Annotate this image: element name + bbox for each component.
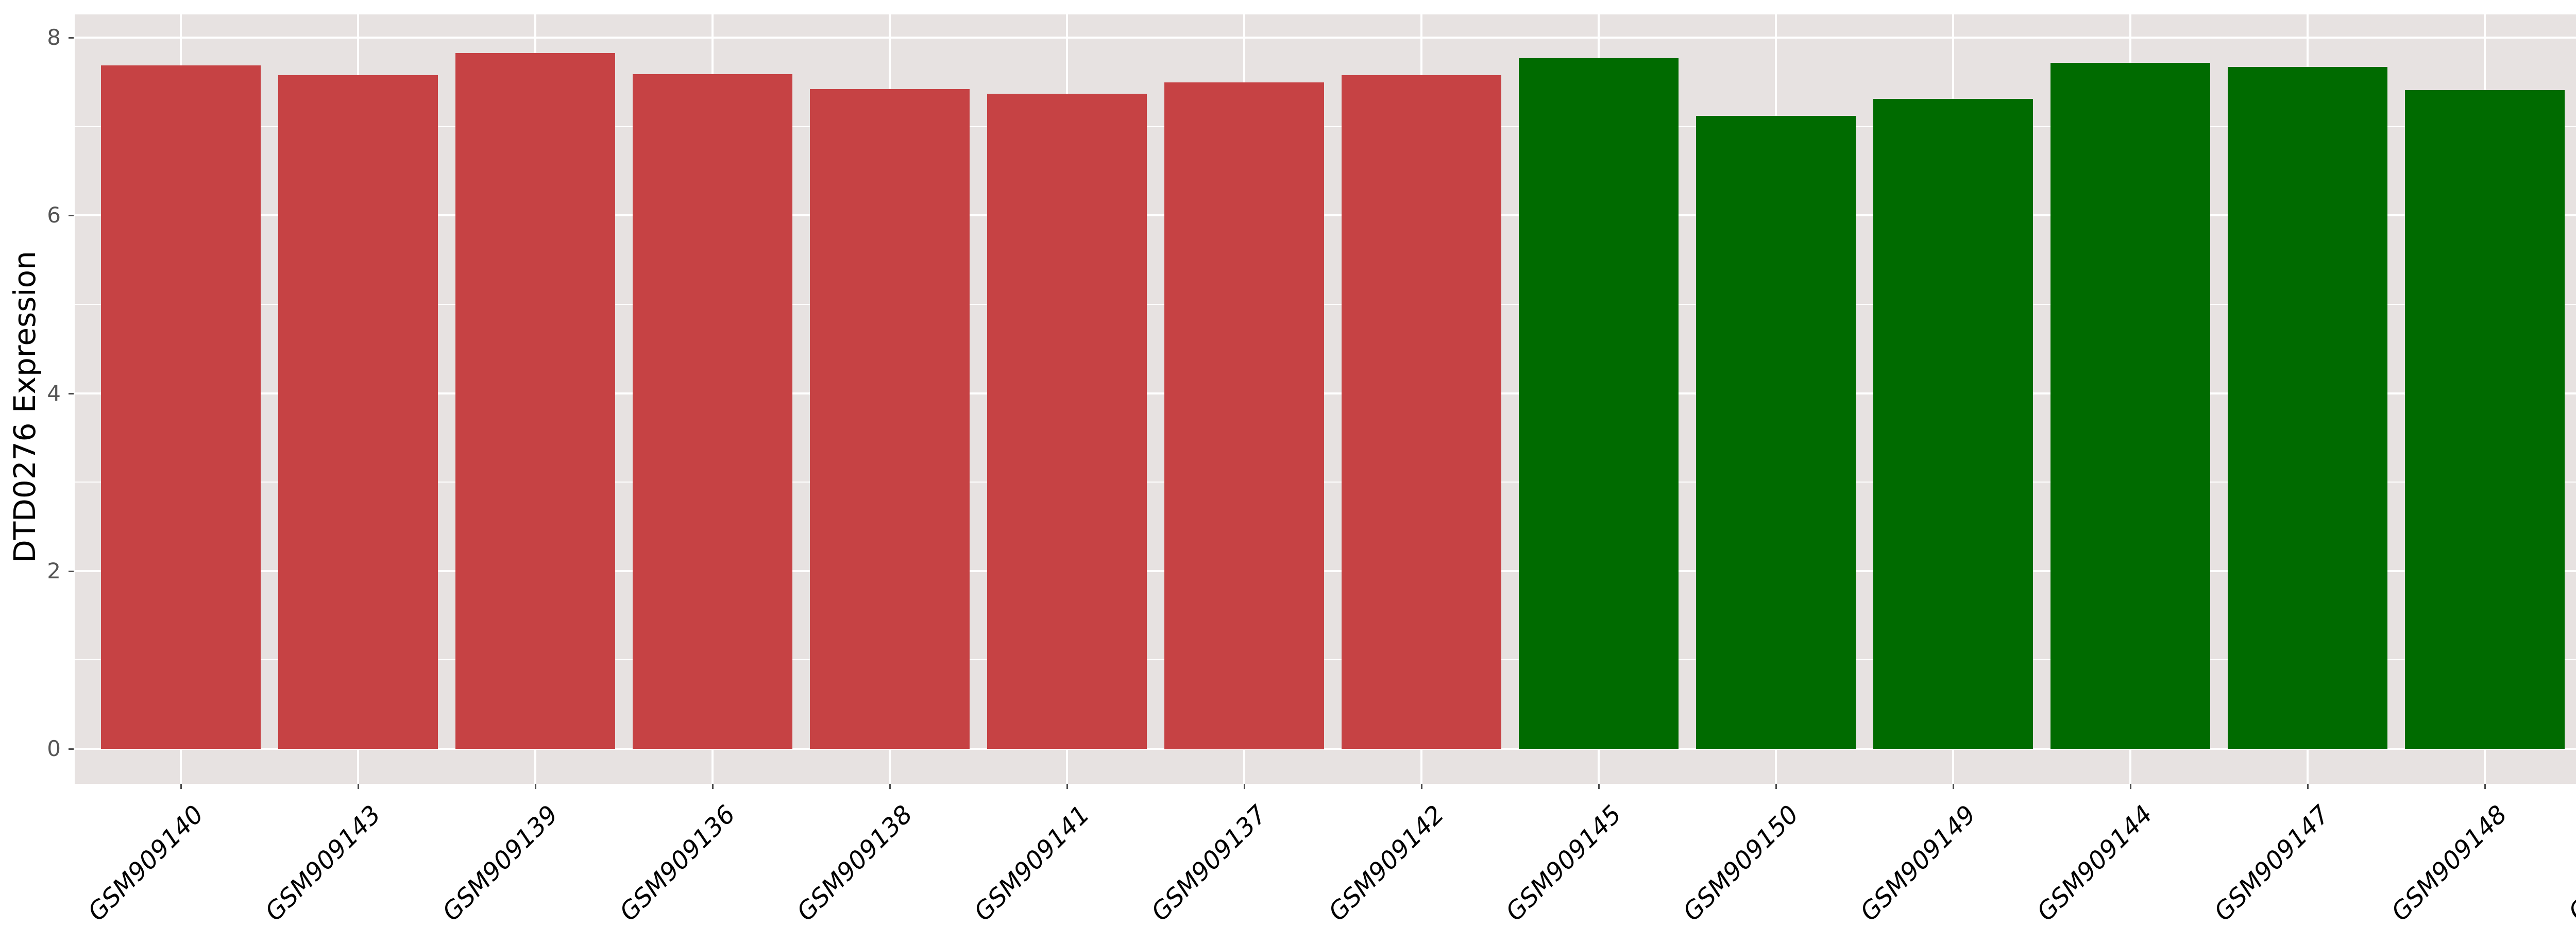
y-tick-mark-6 (69, 215, 74, 217)
x-tick-label-GSM909145: GSM909145 (1500, 800, 1627, 927)
x-tick-label-GSM909137: GSM909137 (1145, 800, 1273, 927)
gridline-minor-y-5 (75, 304, 2576, 305)
x-tick-mark-GSM909147 (2307, 784, 2309, 789)
x-tick-mark-GSM909145 (1598, 784, 1600, 789)
x-tick-label-GSM909138: GSM909138 (791, 800, 918, 927)
x-tick-label-GSM909139: GSM909139 (436, 800, 564, 927)
x-tick-label-GSM909144: GSM909144 (2031, 800, 2159, 927)
y-tick-label-8: 8 (47, 25, 61, 50)
y-tick-mark-8 (69, 37, 74, 39)
x-tick-mark-GSM909139 (535, 784, 537, 789)
x-tick-mark-GSM909150 (1775, 784, 1777, 789)
bar-GSM909147 (2228, 67, 2387, 749)
y-tick-label-2: 2 (47, 558, 61, 583)
y-tick-label-0: 0 (47, 736, 61, 761)
x-tick-mark-GSM909144 (2129, 784, 2131, 789)
x-tick-label-GSM909146: GSM909146 (2563, 800, 2576, 927)
gridline-y-8 (75, 37, 2576, 39)
bar-GSM909150 (1696, 116, 1856, 749)
x-tick-label-GSM909140: GSM909140 (82, 800, 210, 927)
x-tick-label-GSM909147: GSM909147 (2209, 800, 2336, 927)
gridline-minor-y-1 (75, 659, 2576, 661)
bar-GSM909140 (101, 65, 261, 749)
bar-GSM909141 (987, 94, 1147, 749)
y-axis-title: DTD0276 Expression (7, 251, 42, 563)
gridline-minor-y-3 (75, 482, 2576, 483)
gridline-minor-y-7 (75, 126, 2576, 127)
x-tick-label-GSM909148: GSM909148 (2386, 800, 2513, 927)
plot-panel (75, 14, 2576, 784)
x-tick-label-GSM909136: GSM909136 (614, 800, 741, 927)
y-tick-mark-4 (69, 392, 74, 394)
x-tick-label-GSM909143: GSM909143 (259, 800, 387, 927)
x-tick-label-GSM909142: GSM909142 (1323, 800, 1450, 927)
x-tick-mark-GSM909137 (1244, 784, 1246, 789)
gridline-y-0 (75, 748, 2576, 750)
y-tick-label-4: 4 (47, 380, 61, 406)
bar-GSM909145 (1519, 58, 1679, 749)
x-tick-mark-GSM909140 (180, 784, 182, 789)
bar-GSM909148 (2405, 90, 2565, 749)
x-tick-mark-GSM909141 (1066, 784, 1069, 789)
bar-GSM909137 (1164, 82, 1324, 749)
y-tick-label-6: 6 (47, 202, 61, 228)
x-tick-mark-GSM909136 (712, 784, 714, 789)
gridline-y-4 (75, 392, 2576, 394)
y-tick-mark-2 (69, 570, 74, 572)
x-tick-mark-GSM909138 (889, 784, 891, 789)
x-tick-mark-GSM909142 (1421, 784, 1422, 789)
x-tick-mark-GSM909149 (1952, 784, 1954, 789)
bar-GSM909143 (278, 75, 438, 749)
gridline-y-2 (75, 570, 2576, 572)
y-tick-mark-0 (69, 748, 74, 750)
gridline-y-6 (75, 214, 2576, 217)
x-tick-mark-GSM909143 (358, 784, 360, 789)
bar-GSM909142 (1342, 75, 1501, 749)
bar-GSM909138 (810, 89, 970, 749)
x-tick-label-GSM909141: GSM909141 (968, 800, 1095, 927)
x-tick-mark-GSM909148 (2484, 784, 2486, 789)
bar-GSM909136 (633, 74, 792, 749)
x-tick-label-GSM909150: GSM909150 (1677, 800, 1804, 927)
bar-GSM909144 (2050, 63, 2210, 749)
bar-GSM909149 (1873, 99, 2033, 749)
x-tick-label-GSM909149: GSM909149 (1854, 800, 1981, 927)
bar-GSM909139 (455, 53, 615, 749)
